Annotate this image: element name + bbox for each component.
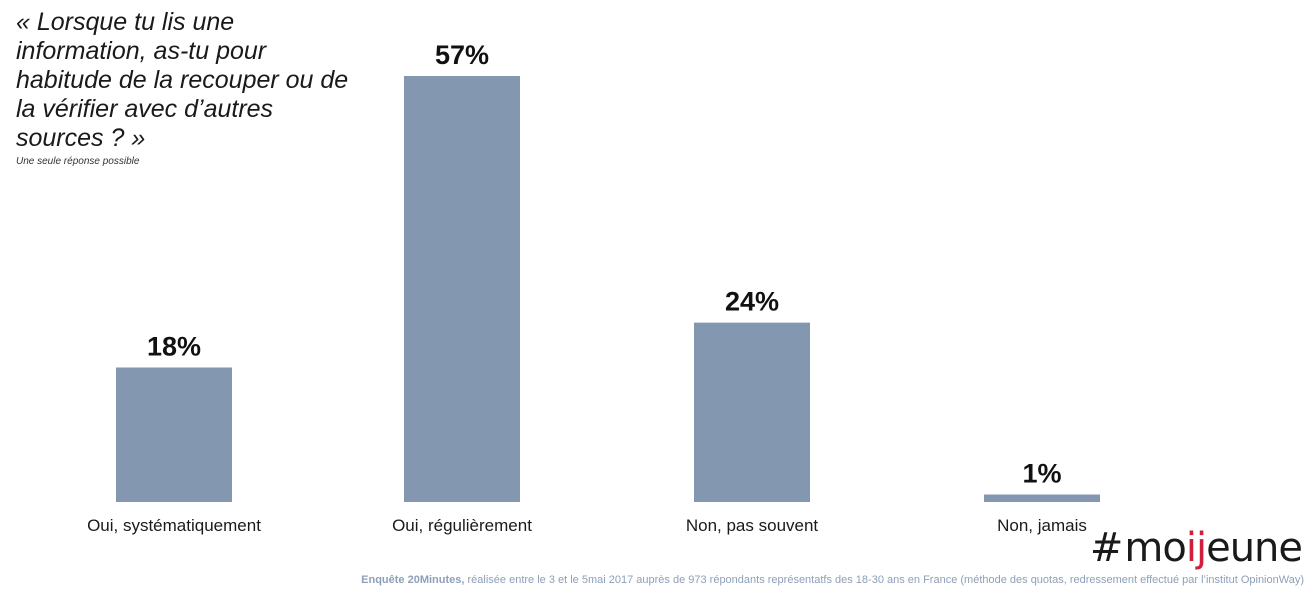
logo-text-part1: mo <box>1124 525 1186 571</box>
value-label-3: 1% <box>1022 459 1061 489</box>
value-label-0: 18% <box>147 331 201 361</box>
logo-hash: # <box>1089 525 1124 571</box>
source-bold: Enquête 20Minutes, <box>361 574 465 586</box>
category-label-1: Oui, régulièrement <box>392 516 532 535</box>
value-label-1: 57% <box>435 40 489 70</box>
logo-text-part2: eune <box>1206 525 1303 571</box>
category-label-0: Oui, systématiquement <box>87 516 261 535</box>
value-label-2: 24% <box>725 287 779 317</box>
bar-2 <box>694 322 810 502</box>
logo-text-accent: ij <box>1185 525 1207 571</box>
bar-0 <box>116 367 232 502</box>
chart-subtitle: Une seule réponse possible <box>16 156 140 167</box>
source-text: réalisée entre le 3 et le 5mai 2017 aupr… <box>467 574 1305 586</box>
category-label-2: Non, pas souvent <box>686 516 819 535</box>
bar-3 <box>984 494 1100 502</box>
category-label-3: Non, jamais <box>997 516 1087 535</box>
source-footnote: Enquête 20Minutes, réalisée entre le 3 e… <box>0 574 1304 586</box>
chart-title: « Lorsque tu lis une information, as-tu … <box>16 8 349 152</box>
moijeune-logo: #moijeune <box>1089 525 1303 571</box>
bar-1 <box>404 76 520 502</box>
